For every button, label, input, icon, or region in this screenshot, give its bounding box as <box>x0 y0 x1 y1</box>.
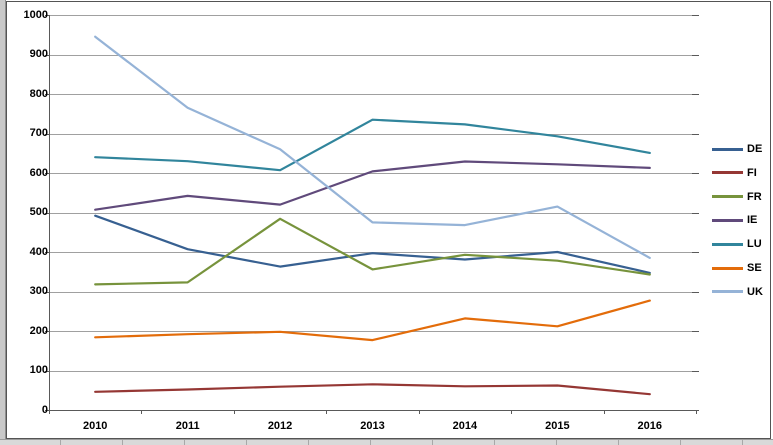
worksheet-left-edge <box>0 0 6 445</box>
y-tick-label: 500 <box>29 206 48 218</box>
legend-line-swatch <box>712 171 743 175</box>
y-tick-label: 0 <box>41 403 48 416</box>
legend-label: FR <box>747 190 762 203</box>
series-line-LU[interactable] <box>94 118 651 172</box>
legend-item-UK[interactable]: UK <box>712 284 763 300</box>
series-line-FI[interactable] <box>94 383 651 396</box>
y-tick-label: 200 <box>29 324 48 337</box>
x-tick-label: 2014 <box>452 420 478 432</box>
legend-line-swatch <box>712 266 743 270</box>
series-line-UK[interactable] <box>94 35 651 259</box>
legend-line-swatch <box>712 218 743 222</box>
legend-label: DE <box>747 143 763 155</box>
chart-area[interactable]: 0 100 200 300 400 500 600 700 800 900 1000 2010 201… <box>6 1 771 439</box>
legend-line-swatch <box>712 242 743 246</box>
y-tick-label: 800 <box>29 87 48 100</box>
legend-item-FR[interactable]: FR <box>712 189 762 205</box>
legend-item-IE[interactable]: IE <box>712 212 757 228</box>
series-line-IE[interactable] <box>94 160 651 211</box>
legend-line-swatch <box>712 290 743 294</box>
x-tick-label: 2016 <box>637 420 663 432</box>
x-tick-label: 2012 <box>267 420 293 432</box>
legend-label: SE <box>747 262 762 274</box>
legend-item-SE[interactable]: SE <box>712 260 762 276</box>
series-line-FR[interactable] <box>94 217 651 286</box>
worksheet-bottom-edge <box>0 439 773 445</box>
legend-label: UK <box>747 285 763 298</box>
series-line-DE[interactable] <box>94 214 651 274</box>
legend-item-FI[interactable]: FI <box>712 165 757 181</box>
y-tick-label: 100 <box>29 364 48 376</box>
legend-label: IE <box>747 214 758 227</box>
legend-item-LU[interactable]: LU <box>712 236 762 252</box>
y-tick-label: 700 <box>29 127 48 139</box>
y-tick-label: 400 <box>29 245 48 258</box>
legend-label: FI <box>747 166 757 179</box>
x-tick-label: 2011 <box>175 420 200 432</box>
x-tick-label: 2010 <box>82 420 108 432</box>
legend-line-swatch <box>712 195 743 199</box>
y-tick-label: 900 <box>29 48 48 60</box>
y-tick-label: 1000 <box>23 8 48 21</box>
x-tick-label: 2013 <box>360 420 385 432</box>
legend-item-DE[interactable]: DE <box>712 141 762 157</box>
x-tick-label: 2015 <box>545 420 570 432</box>
y-tick-label: 300 <box>29 285 48 297</box>
legend-label: LU <box>747 238 762 251</box>
legend-line-swatch <box>712 147 743 151</box>
y-tick-label: 600 <box>29 166 48 179</box>
series-line-SE[interactable] <box>94 299 651 342</box>
